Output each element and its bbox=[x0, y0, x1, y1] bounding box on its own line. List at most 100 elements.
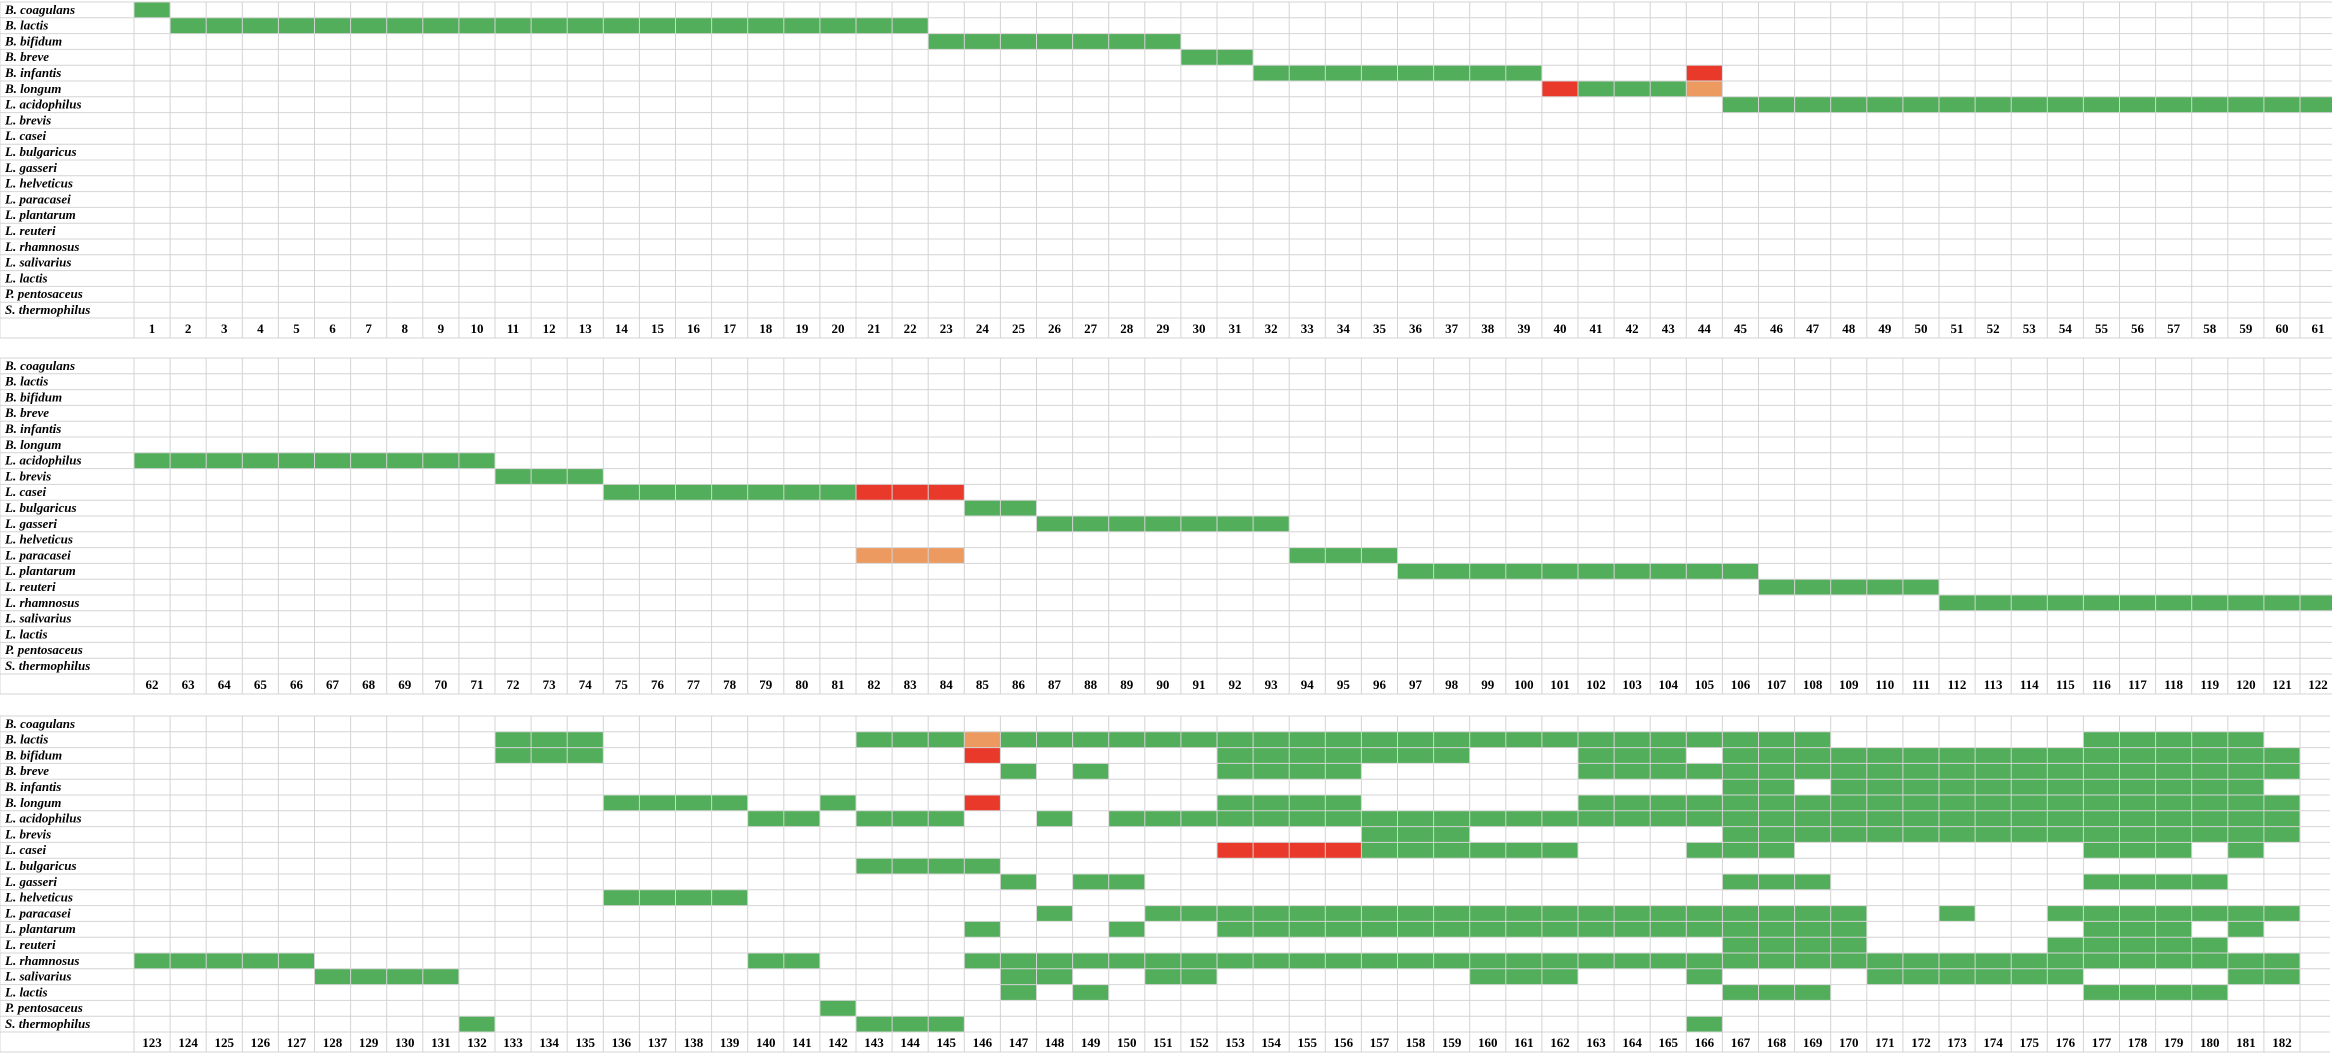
column-number: 34 bbox=[1337, 321, 1351, 336]
column-number: 128 bbox=[323, 1035, 343, 1050]
column-number: 172 bbox=[1911, 1035, 1931, 1050]
cell-green bbox=[964, 953, 2300, 969]
cell-green bbox=[1686, 1016, 1723, 1032]
column-number: 166 bbox=[1695, 1035, 1715, 1050]
column-number: 26 bbox=[1048, 321, 1062, 336]
column-number: 141 bbox=[792, 1035, 812, 1050]
column-number: 5 bbox=[293, 321, 300, 336]
column-number: 168 bbox=[1767, 1035, 1787, 1050]
column-number: 182 bbox=[2272, 1035, 2292, 1050]
species-label: L. casei bbox=[4, 484, 47, 499]
column-number: 148 bbox=[1045, 1035, 1065, 1050]
column-number: 167 bbox=[1731, 1035, 1751, 1050]
column-number: 151 bbox=[1153, 1035, 1173, 1050]
column-number: 31 bbox=[1229, 321, 1242, 336]
species-label: L. brevis bbox=[4, 826, 51, 841]
species-label: L. acidophilus bbox=[4, 811, 82, 826]
cell-green bbox=[856, 731, 965, 748]
column-number: 113 bbox=[1984, 677, 2003, 692]
column-number: 46 bbox=[1770, 321, 1784, 336]
column-number: 110 bbox=[1875, 677, 1894, 692]
column-number: 114 bbox=[2020, 677, 2039, 692]
cell-red bbox=[964, 795, 1001, 811]
column-number: 37 bbox=[1445, 321, 1459, 336]
column-number: 66 bbox=[290, 677, 304, 692]
column-number: 54 bbox=[2059, 321, 2073, 336]
column-number: 72 bbox=[507, 677, 520, 692]
column-number: 65 bbox=[254, 677, 268, 692]
cell-green bbox=[1000, 763, 1037, 780]
species-label: P. pentosaceus bbox=[5, 286, 83, 301]
cell-green bbox=[1289, 547, 1398, 564]
species-label: B. bifidum bbox=[4, 33, 62, 48]
column-number: 84 bbox=[940, 677, 954, 692]
species-label: S. thermophilus bbox=[5, 658, 90, 673]
column-number: 18 bbox=[759, 321, 773, 336]
column-number: 135 bbox=[576, 1035, 596, 1050]
column-number: 87 bbox=[1048, 677, 1062, 692]
column-number: 97 bbox=[1409, 677, 1423, 692]
column-number: 108 bbox=[1803, 677, 1823, 692]
cell-green bbox=[1722, 96, 2332, 113]
column-number: 38 bbox=[1481, 321, 1495, 336]
column-number: 81 bbox=[831, 677, 844, 692]
cell-green bbox=[2227, 921, 2264, 938]
column-number: 13 bbox=[579, 321, 593, 336]
species-label: L. bulgaricus bbox=[4, 500, 77, 515]
column-number: 4 bbox=[257, 321, 264, 336]
column-number: 36 bbox=[1409, 321, 1423, 336]
column-number: 68 bbox=[362, 677, 376, 692]
column-number: 111 bbox=[1912, 677, 1930, 692]
cell-green bbox=[1830, 779, 2228, 795]
column-number: 6 bbox=[329, 321, 336, 336]
species-label: L. paracasei bbox=[4, 191, 71, 206]
species-label: S. thermophilus bbox=[5, 1016, 90, 1031]
cell-green bbox=[1686, 968, 1723, 985]
column-number: 45 bbox=[1734, 321, 1748, 336]
species-label: B. infantis bbox=[4, 65, 61, 80]
species-label: B. bifidum bbox=[4, 747, 62, 762]
column-number: 106 bbox=[1731, 677, 1751, 692]
cell-green bbox=[856, 810, 965, 827]
column-number: 178 bbox=[2128, 1035, 2148, 1050]
column-number: 117 bbox=[2128, 677, 2147, 692]
column-number: 157 bbox=[1370, 1035, 1390, 1050]
cell-green bbox=[1000, 984, 1037, 1001]
column-number: 159 bbox=[1442, 1035, 1462, 1050]
column-number: 79 bbox=[759, 677, 773, 692]
species-label: L. lactis bbox=[4, 626, 48, 641]
column-number: 32 bbox=[1265, 321, 1278, 336]
cell-red bbox=[856, 484, 965, 501]
column-number: 124 bbox=[178, 1035, 198, 1050]
column-number: 99 bbox=[1481, 677, 1495, 692]
column-number: 48 bbox=[1842, 321, 1856, 336]
species-label: B. lactis bbox=[4, 374, 48, 389]
column-number: 100 bbox=[1514, 677, 1534, 692]
column-number: 176 bbox=[2056, 1035, 2076, 1050]
column-number: 147 bbox=[1009, 1035, 1029, 1050]
cell-green bbox=[1000, 731, 1831, 748]
cell-green bbox=[134, 2, 171, 18]
column-number: 71 bbox=[470, 677, 483, 692]
column-number: 21 bbox=[868, 321, 881, 336]
species-label: L. plantarum bbox=[4, 207, 76, 222]
cell-green bbox=[856, 1016, 965, 1032]
cell-green bbox=[1036, 905, 1073, 922]
column-number: 112 bbox=[1948, 677, 1967, 692]
cell-green bbox=[2083, 842, 2192, 859]
column-number: 88 bbox=[1084, 677, 1098, 692]
column-number: 30 bbox=[1192, 321, 1205, 336]
column-number: 33 bbox=[1301, 321, 1315, 336]
cell-red bbox=[1541, 81, 1578, 97]
column-number: 118 bbox=[2164, 677, 2183, 692]
column-number: 150 bbox=[1117, 1035, 1137, 1050]
cell-green bbox=[1686, 842, 1795, 859]
column-number: 1 bbox=[149, 321, 156, 336]
column-number: 123 bbox=[142, 1035, 162, 1050]
cell-green bbox=[1000, 874, 1037, 890]
column-number: 28 bbox=[1120, 321, 1134, 336]
species-label: B. infantis bbox=[4, 421, 61, 436]
column-number: 140 bbox=[756, 1035, 776, 1050]
cell-green bbox=[2227, 842, 2264, 859]
cell-green bbox=[1072, 984, 1109, 1001]
